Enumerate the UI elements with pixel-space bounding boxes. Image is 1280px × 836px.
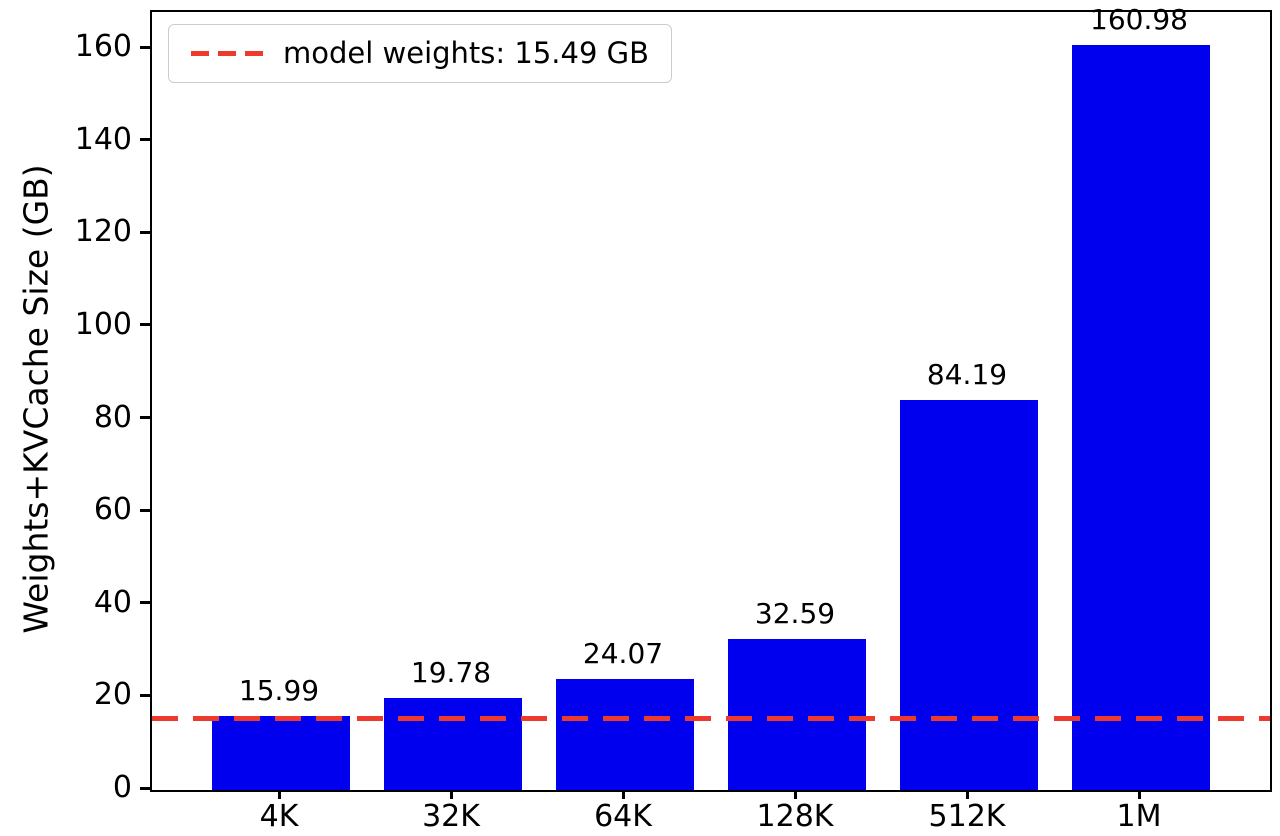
x-tick-label: 128K: [756, 799, 834, 834]
x-tick-mark: [449, 790, 453, 799]
y-tick-label: 40: [93, 584, 132, 620]
x-tick-label: 512K: [928, 799, 1006, 834]
bar-32K: [384, 698, 522, 790]
x-tick-label: 1M: [1116, 799, 1162, 834]
y-tick-mark: [140, 786, 150, 790]
y-tick-mark: [140, 416, 150, 420]
y-tick-mark: [140, 138, 150, 142]
legend-dash-sample: [191, 51, 263, 56]
bar-value-label: 160.98: [1090, 2, 1188, 36]
y-tick-mark: [140, 230, 150, 234]
y-axis-title: Weights+KVCache Size (GB): [16, 164, 56, 634]
y-tick-label: 80: [93, 399, 132, 435]
x-tick-mark: [965, 790, 969, 799]
x-tick-mark: [793, 790, 797, 799]
bar-512K: [900, 400, 1038, 790]
y-tick-label: 0: [112, 770, 132, 805]
y-tick-label: 60: [93, 492, 132, 528]
y-tick-label: 160: [74, 29, 132, 65]
legend-label: model weights: 15.49 GB: [283, 36, 649, 70]
plot-area: model weights: 15.49 GB: [150, 10, 1272, 792]
y-tick-label: 20: [93, 677, 132, 713]
bar-value-label: 19.78: [410, 656, 492, 690]
bar-4K: [212, 715, 350, 790]
x-tick-label: 4K: [259, 799, 299, 834]
x-tick-label: 64K: [594, 799, 652, 834]
y-tick-mark: [140, 508, 150, 512]
x-tick-mark: [277, 790, 281, 799]
bar-value-label: 32.59: [754, 597, 836, 631]
x-tick-label: 32K: [422, 799, 480, 834]
bar-64K: [556, 678, 694, 790]
y-tick-label: 140: [74, 121, 132, 157]
y-tick-label: 120: [74, 214, 132, 250]
legend: model weights: 15.49 GB: [168, 24, 672, 83]
bar-value-label: 15.99: [238, 673, 320, 707]
x-tick-mark: [621, 790, 625, 799]
y-tick-mark: [140, 693, 150, 697]
bar-1M: [1072, 44, 1210, 790]
y-tick-mark: [140, 601, 150, 605]
bar-value-label: 24.07: [582, 636, 664, 670]
reference-line: [152, 715, 1270, 721]
y-tick-mark: [140, 45, 150, 49]
bar-value-label: 84.19: [926, 358, 1008, 392]
x-tick-mark: [1137, 790, 1141, 799]
y-tick-mark: [140, 323, 150, 327]
y-tick-label: 100: [74, 306, 132, 342]
bar-128K: [728, 639, 866, 790]
